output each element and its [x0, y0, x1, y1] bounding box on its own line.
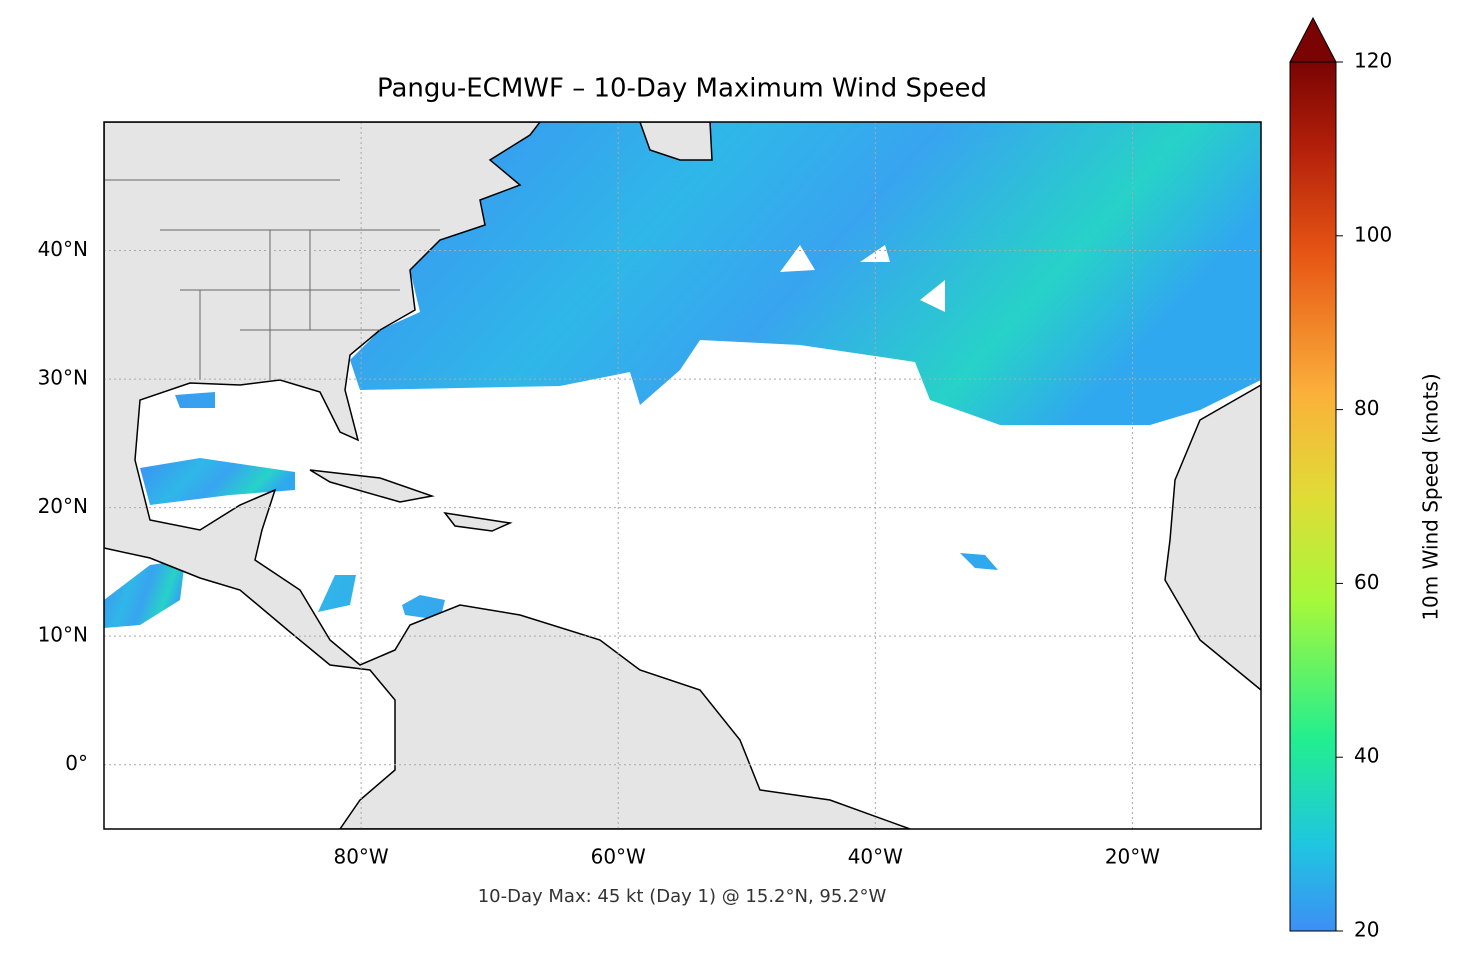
hispaniola: [443, 511, 513, 532]
colorbar-tick-label: 60: [1354, 570, 1379, 594]
map-title: Pangu-ECMWF – 10-Day Maximum Wind Speed: [377, 74, 987, 104]
y-tick-label: 40°N: [38, 237, 88, 261]
y-tick-label: 30°N: [38, 366, 88, 390]
wind-patch: [140, 458, 295, 505]
land: [104, 122, 1261, 829]
x-tick-label: 20°W: [1105, 845, 1160, 869]
y-tick-label: 20°N: [38, 494, 88, 518]
map-frame: [103, 121, 1262, 830]
wind-gap: [780, 245, 945, 312]
cuba: [309, 469, 435, 503]
americas: [104, 122, 911, 829]
borders: [104, 179, 440, 380]
colorbar: 20 40 60 80 100 120: [1289, 16, 1392, 942]
colorbar-tick-label: 40: [1354, 744, 1379, 768]
colorbar-tick-label: 100: [1354, 222, 1392, 246]
x-tick-label: 80°W: [333, 845, 388, 869]
wind-patch: [104, 560, 185, 628]
annotation: 10-Day Max: 45 kt (Day 1) @ 15.2°N, 95.2…: [478, 886, 887, 907]
africa: [1164, 384, 1261, 691]
y-tick-label: 10°N: [38, 623, 88, 647]
colorbar-tick-label: 20: [1354, 918, 1379, 942]
colorbar-frame: [1289, 61, 1337, 932]
colorbar-extend: [1289, 16, 1337, 63]
colorbar-label: 10m Wind Speed (knots): [1419, 373, 1443, 620]
colorbar-tick-label: 80: [1354, 396, 1379, 420]
colorbar-tick-label: 120: [1354, 49, 1392, 73]
map-area: [104, 122, 1261, 829]
newfoundland: [639, 122, 713, 161]
y-tick-label: 0°: [65, 751, 88, 775]
x-tick-label: 40°W: [848, 845, 903, 869]
wind-swath: [350, 122, 1261, 425]
x-tick-label: 60°W: [591, 845, 646, 869]
colorbar-bar: [1290, 62, 1336, 931]
wind-field: [104, 122, 1261, 628]
